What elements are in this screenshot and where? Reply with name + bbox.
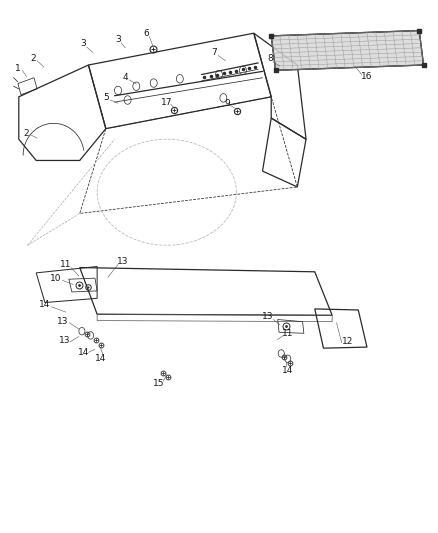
Text: 14: 14 [39,300,51,309]
Text: 4: 4 [122,73,128,82]
Text: 8: 8 [268,54,273,63]
Text: 15: 15 [153,378,165,387]
Text: 14: 14 [95,354,106,364]
Text: 3: 3 [115,35,121,44]
Text: 10: 10 [50,273,62,282]
Text: 12: 12 [342,337,353,346]
Text: 11: 11 [60,260,71,269]
Text: 2: 2 [24,130,29,139]
Text: 13: 13 [59,336,70,345]
Text: 9: 9 [224,99,230,108]
Text: 5: 5 [103,93,109,102]
Text: 11: 11 [282,329,293,338]
Text: 14: 14 [282,366,293,375]
Text: 14: 14 [78,348,89,357]
Polygon shape [271,30,424,70]
Text: 13: 13 [57,317,69,326]
Text: 3: 3 [80,39,86,49]
Text: 13: 13 [262,312,273,321]
Text: 16: 16 [361,72,373,81]
Text: 1: 1 [15,64,21,72]
Text: 7: 7 [211,48,217,57]
Text: 17: 17 [161,98,173,107]
Text: 13: 13 [117,257,128,265]
Text: 2: 2 [30,54,35,63]
Text: 6: 6 [143,29,149,38]
